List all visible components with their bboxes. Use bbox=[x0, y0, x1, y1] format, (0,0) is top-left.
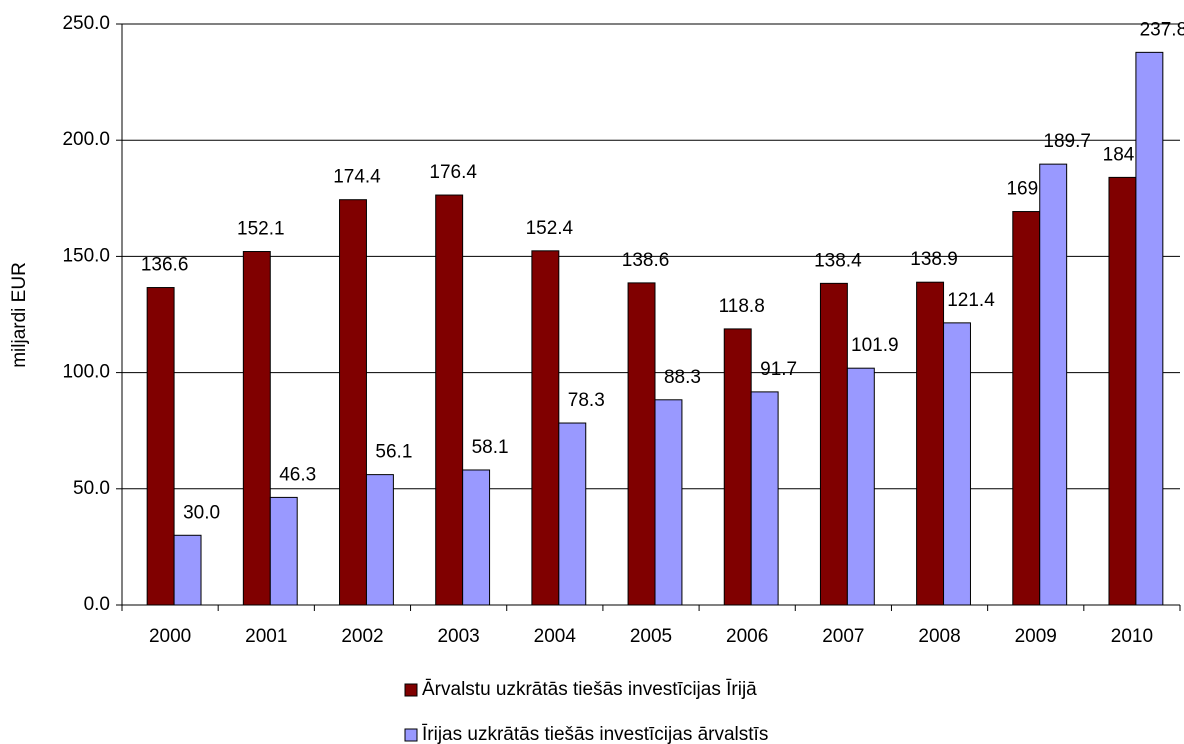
bar bbox=[1039, 163, 1068, 606]
data-label: 88.3 bbox=[664, 367, 701, 388]
data-label: 237.8 bbox=[1140, 19, 1184, 40]
bar bbox=[750, 391, 779, 606]
legend-label: Ārvalstu uzkrātās tiešās investīcijas Īr… bbox=[422, 679, 757, 700]
bar bbox=[819, 282, 848, 606]
data-label: 101.9 bbox=[851, 335, 899, 356]
x-tick-label: 2002 bbox=[341, 626, 383, 647]
data-label: 138.6 bbox=[622, 250, 670, 271]
bar bbox=[943, 322, 971, 606]
legend-label: Īrijas uzkrātās tiešās investīcijas ārva… bbox=[422, 724, 768, 744]
bar bbox=[242, 251, 271, 606]
bar bbox=[1012, 211, 1041, 606]
bar bbox=[558, 422, 587, 606]
data-label: 78.3 bbox=[568, 390, 605, 411]
bar bbox=[627, 282, 656, 606]
y-tick-label: 50.0 bbox=[73, 478, 110, 499]
bar bbox=[531, 250, 560, 606]
data-label: 118.8 bbox=[719, 296, 765, 317]
data-label: 189.7 bbox=[1043, 131, 1091, 152]
legend-swatch bbox=[404, 728, 418, 742]
bar bbox=[146, 287, 175, 606]
bar bbox=[269, 496, 298, 606]
data-label: 46.3 bbox=[279, 464, 316, 485]
x-tick-label: 2009 bbox=[1015, 626, 1057, 647]
data-label: 176.4 bbox=[429, 162, 477, 183]
data-label: 136.6 bbox=[141, 255, 189, 276]
bar bbox=[846, 367, 875, 606]
x-tick-label: 2010 bbox=[1111, 626, 1153, 647]
data-label: 58.1 bbox=[472, 437, 509, 458]
x-tick-label: 2001 bbox=[245, 626, 287, 647]
data-label: 138.4 bbox=[814, 250, 862, 271]
data-label: 174.4 bbox=[333, 167, 381, 188]
bar bbox=[435, 194, 464, 606]
data-label: 152.4 bbox=[526, 218, 574, 239]
data-label: 121.4 bbox=[947, 290, 995, 311]
bar bbox=[1135, 51, 1164, 606]
x-tick-label: 2007 bbox=[822, 626, 864, 647]
bar bbox=[916, 281, 945, 606]
bar bbox=[173, 534, 202, 606]
x-tick-label: 2008 bbox=[918, 626, 960, 647]
data-label: 138.9 bbox=[910, 249, 958, 270]
x-tick-label: 2003 bbox=[437, 626, 479, 647]
x-tick-label: 2006 bbox=[726, 626, 768, 647]
y-tick-label: 0.0 bbox=[84, 594, 110, 615]
bar bbox=[1108, 176, 1137, 606]
bar bbox=[339, 199, 367, 606]
bar bbox=[654, 399, 683, 606]
y-axis-label: miljardi EUR bbox=[9, 262, 30, 368]
x-tick-label: 2005 bbox=[630, 626, 672, 647]
data-label: 56.1 bbox=[375, 442, 412, 463]
data-label: 91.7 bbox=[760, 359, 797, 380]
y-tick-label: 250.0 bbox=[62, 13, 110, 34]
legend-swatch bbox=[404, 683, 418, 697]
x-tick-label: 2004 bbox=[534, 626, 577, 647]
bar bbox=[723, 328, 752, 606]
data-label: 152.1 bbox=[237, 219, 285, 240]
data-label: 30.0 bbox=[183, 502, 220, 523]
y-tick-label: 100.0 bbox=[62, 362, 110, 383]
bar bbox=[365, 474, 394, 606]
y-tick-label: 150.0 bbox=[62, 245, 110, 266]
x-tick-label: 2000 bbox=[149, 626, 191, 647]
y-tick-label: 200.0 bbox=[62, 129, 110, 150]
bar bbox=[462, 469, 491, 606]
